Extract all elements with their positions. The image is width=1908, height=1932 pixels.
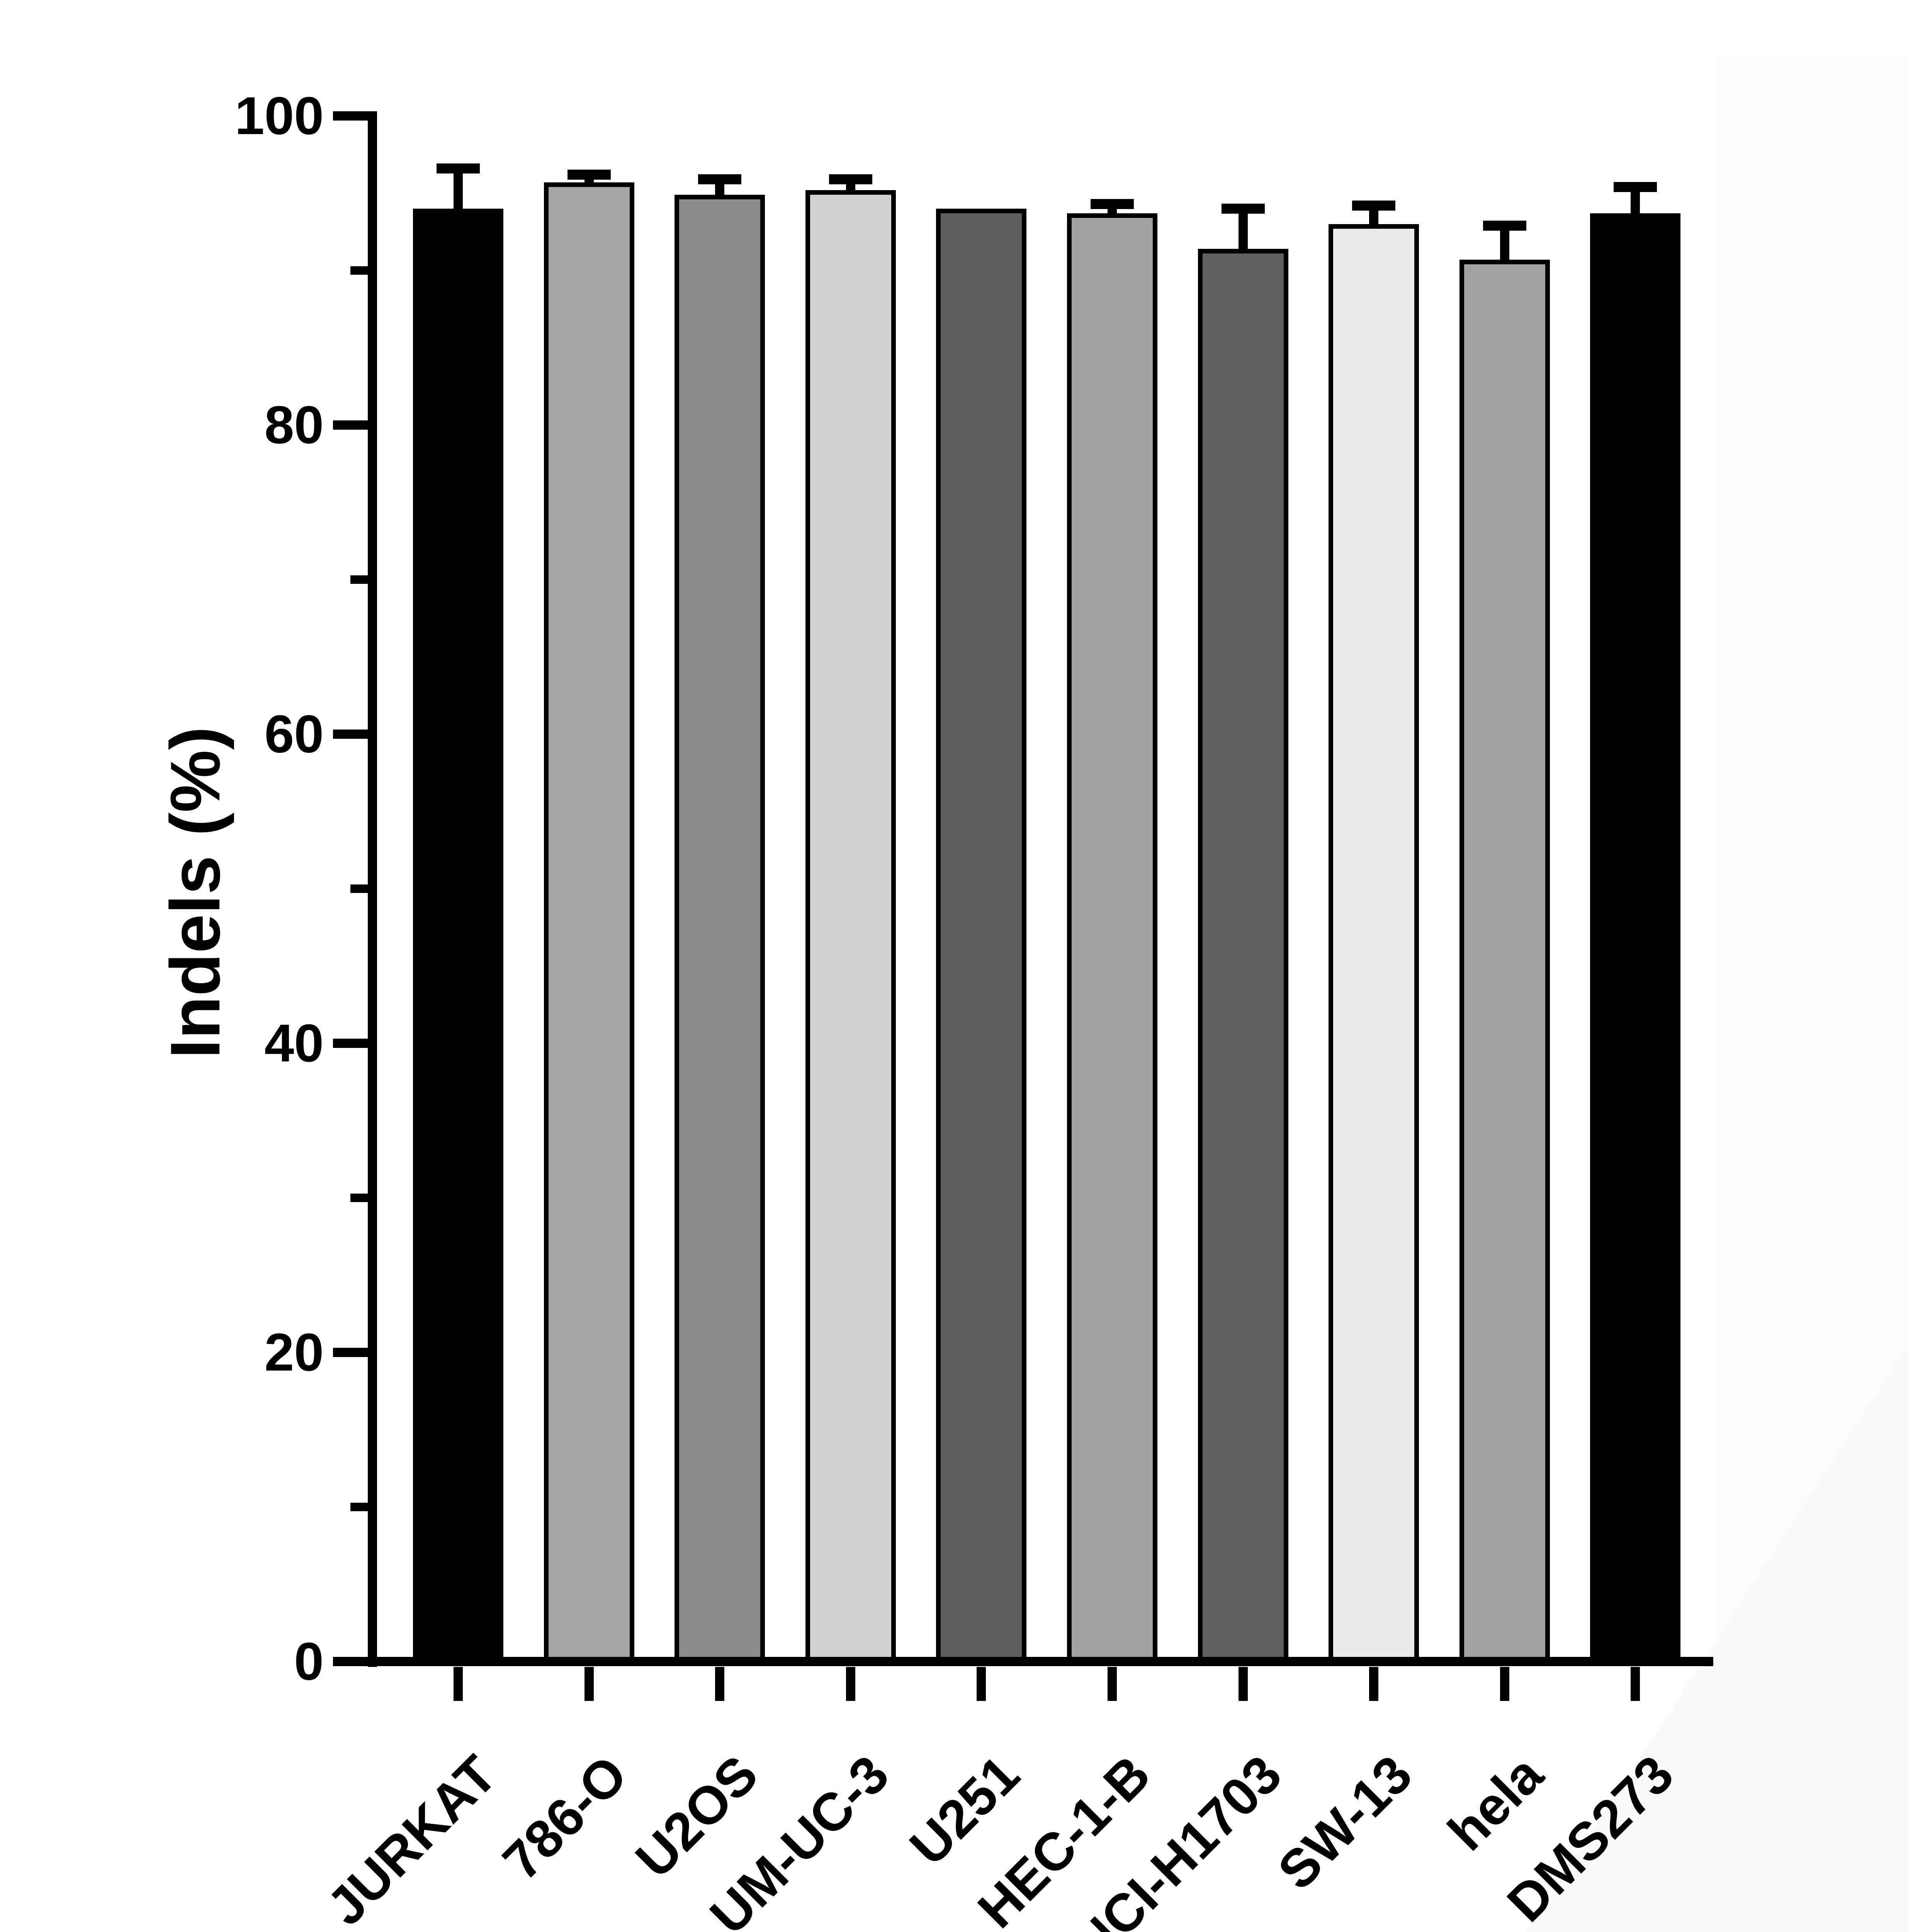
x-tick [715,1667,724,1701]
error-bar-cap-786-O [567,170,611,180]
x-tick [1631,1667,1640,1701]
bar-HEC-1-B [1067,213,1157,1666]
x-tick-label-SW-13: SW-13 [1267,1744,1424,1901]
y-major-tick [333,1039,368,1048]
error-bar-cap-NCI-H1703 [1222,204,1265,214]
y-tick-label: 60 [264,704,324,764]
y-tick-label: 20 [264,1323,324,1382]
error-bar-cap-UM-UC-3 [829,174,872,184]
error-bar-cap-SW-13 [1352,201,1395,211]
x-tick [1108,1667,1117,1701]
x-tick [1369,1667,1378,1701]
x-tick-label-JURKAT: JURKAT [315,1744,508,1932]
x-tick-label-786-O: 786-O [492,1744,639,1891]
error-bar-cap-U2OS [698,174,741,184]
x-tick [977,1667,986,1701]
x-tick [1239,1667,1248,1701]
y-major-tick [333,730,368,739]
background-artifact-right [1715,58,1908,1932]
error-bar-cap-JURKAT [437,163,480,173]
y-major-tick [333,1348,368,1357]
bar-U2OS [675,195,765,1666]
x-tick [1500,1667,1509,1701]
error-bar-cap-DMS273 [1614,182,1657,192]
y-tick-label: 40 [264,1014,324,1073]
y-tick-label: 80 [264,395,324,455]
y-minor-tick [350,575,368,584]
bar-JURKAT [413,209,503,1666]
error-bar-stem-NCI-H1703 [1239,209,1248,251]
y-major-tick [333,111,368,121]
bar-SW-13 [1329,224,1419,1666]
y-tick-label: 100 [234,86,324,146]
error-bar-cap-HEC-1-B [1091,199,1134,209]
x-tick-label-hela: hela [1437,1744,1555,1862]
bar-U251 [936,209,1026,1666]
bar-786-O [544,182,634,1666]
x-axis-line [368,1657,1713,1666]
error-bar-stem-hela [1500,226,1509,262]
error-bar-cap-hela [1483,221,1526,231]
y-axis-line [368,111,377,1667]
x-tick [846,1667,855,1701]
y-major-tick [333,420,368,430]
error-bar-stem-JURKAT [454,168,463,211]
y-major-tick [333,1657,368,1666]
x-tick [454,1667,463,1701]
y-minor-tick [350,1194,368,1202]
y-axis-title: Indels (%) [156,726,234,1059]
y-minor-tick [350,884,368,893]
y-minor-tick [350,1503,368,1511]
bar-NCI-H1703 [1198,249,1288,1666]
bar-hela [1459,260,1550,1666]
x-tick [584,1667,594,1701]
bar-DMS273 [1590,213,1680,1666]
y-tick-label: 0 [294,1632,324,1691]
bar-UM-UC-3 [805,190,896,1666]
y-minor-tick [350,266,368,275]
